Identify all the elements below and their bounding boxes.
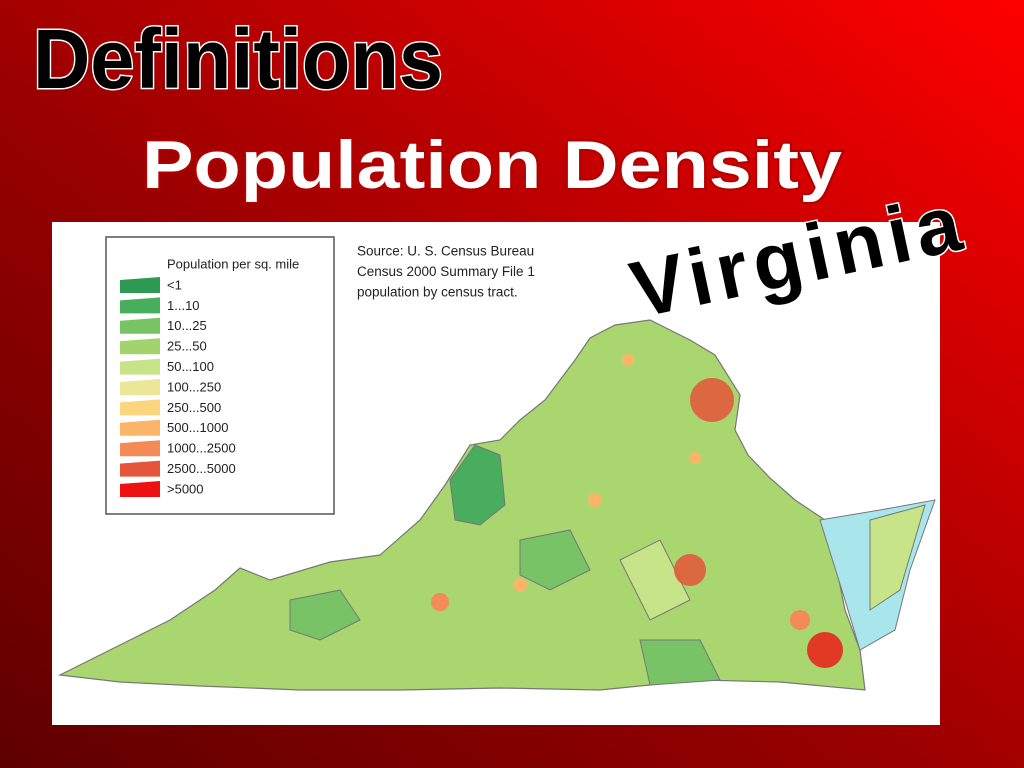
legend-swatch [120, 460, 160, 477]
urban-area [588, 493, 602, 507]
legend-label: 2500...5000 [167, 461, 236, 476]
legend-label: 1...10 [167, 298, 200, 313]
urban-area [690, 378, 734, 422]
source-note: Source: U. S. Census Bureau Census 2000 S… [357, 244, 535, 300]
legend-swatch [120, 277, 160, 293]
urban-area [513, 578, 527, 592]
legend-label: 100...250 [167, 379, 221, 394]
legend-swatch [120, 419, 160, 436]
region [449, 444, 506, 526]
legend-label: 50...100 [167, 359, 214, 374]
legend-label: 25...50 [167, 339, 207, 354]
legend-label: <1 [167, 277, 182, 292]
urban-area [689, 452, 701, 464]
region [639, 639, 721, 686]
legend-label: 10...25 [167, 318, 207, 333]
legend-swatch [120, 481, 160, 497]
urban-area [807, 632, 843, 668]
source-line: population by census tract. [357, 285, 518, 300]
urban-area [674, 554, 706, 586]
urban-area [790, 610, 810, 630]
legend-swatch [120, 379, 160, 395]
urban-area [622, 354, 634, 366]
region [519, 529, 591, 591]
legend-label: 500...1000 [167, 420, 228, 435]
legend-label: 1000...2500 [167, 441, 236, 456]
eastern-shore [869, 504, 926, 611]
source-line: Census 2000 Summary File 1 [357, 264, 535, 279]
legend-swatch [120, 338, 160, 355]
legend-label: >5000 [167, 481, 204, 496]
legend-label: 250...500 [167, 400, 221, 415]
legend-swatch [120, 399, 160, 416]
legend-swatch [120, 297, 160, 314]
source-line: Source: U. S. Census Bureau [357, 244, 534, 259]
region [289, 589, 361, 641]
slide-subtitle: Population Density [142, 127, 842, 203]
slide-title: Definitions [33, 12, 443, 106]
legend-swatch [120, 440, 160, 457]
region [619, 539, 691, 621]
legend-title: Population per sq. mile [167, 256, 299, 271]
urban-area [431, 593, 449, 611]
legend-swatch [120, 358, 160, 375]
virginia-map [57, 319, 936, 691]
legend-items: <1 1...10 10...25 25...50 50...100 100...250 2… [120, 277, 236, 497]
legend-swatch [120, 317, 160, 334]
